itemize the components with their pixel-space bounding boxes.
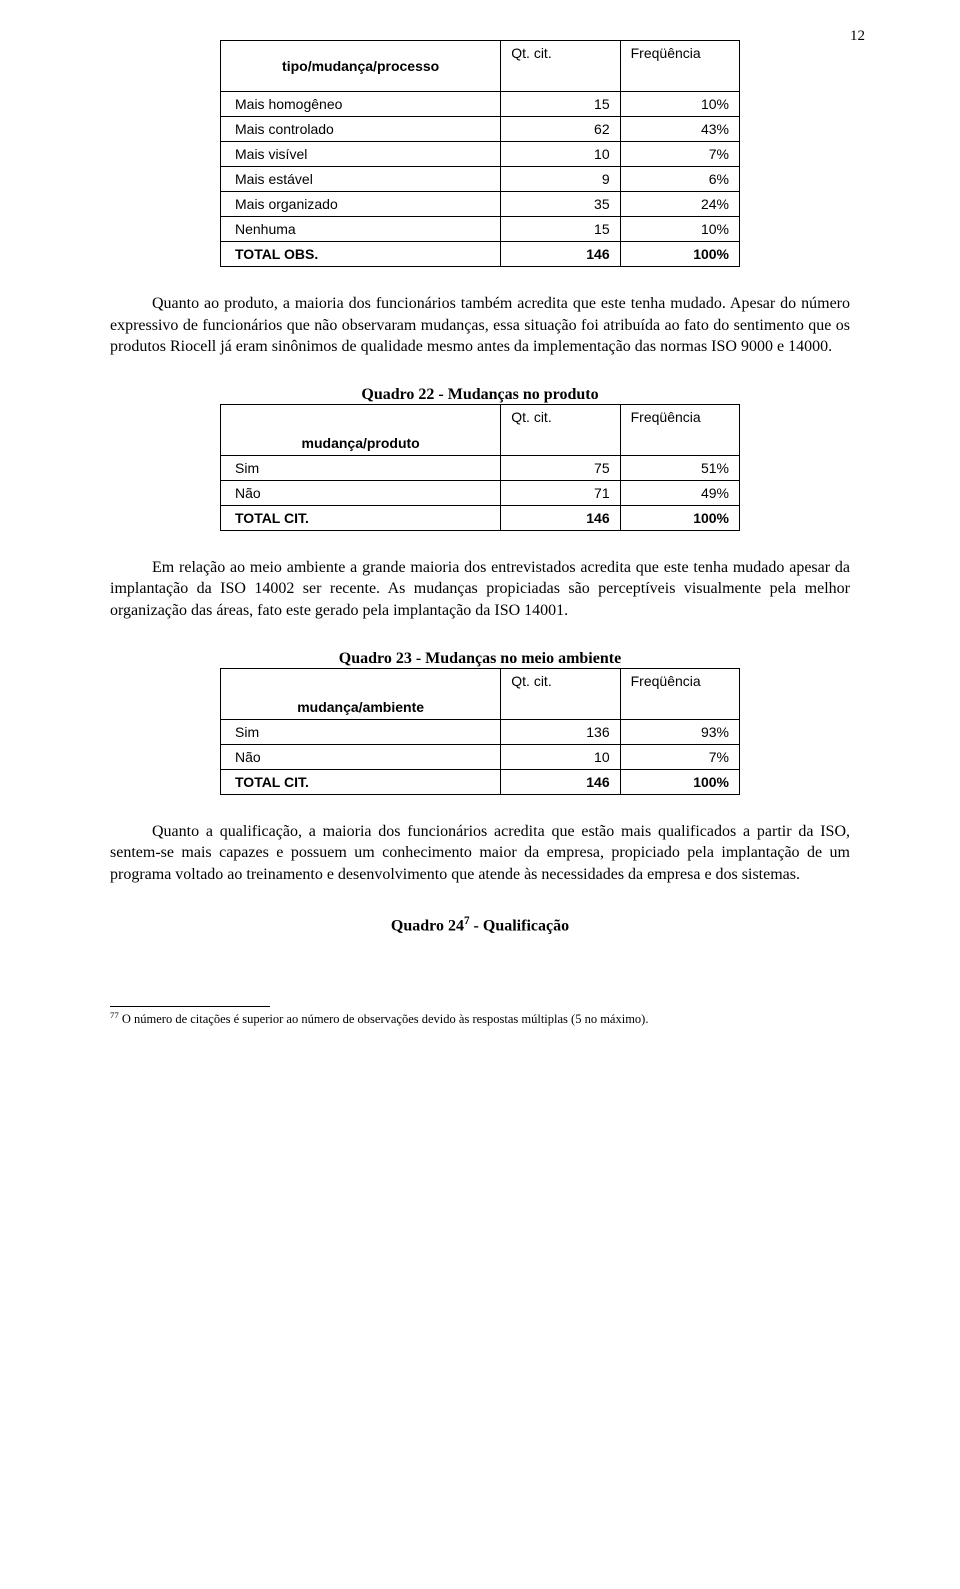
row-qt: 75 bbox=[501, 455, 620, 480]
paragraph-meio-ambiente: Em relação ao meio ambiente a grande mai… bbox=[110, 557, 850, 622]
total-qt: 146 bbox=[501, 242, 620, 267]
footnote-text: O número de citações é superior ao númer… bbox=[119, 1012, 649, 1026]
footnote: 77 O número de citações é superior ao nú… bbox=[110, 1010, 850, 1027]
row-freq: 10% bbox=[620, 92, 739, 117]
row-qt: 15 bbox=[501, 92, 620, 117]
row-label: Mais controlado bbox=[221, 117, 501, 142]
table-row: Sim 75 51% bbox=[221, 455, 740, 480]
total-qt: 146 bbox=[501, 505, 620, 530]
row-label: Não bbox=[221, 480, 501, 505]
table-row: Mais controlado 62 43% bbox=[221, 117, 740, 142]
row-label: Nenhuma bbox=[221, 217, 501, 242]
table-total-row: TOTAL CIT. 146 100% bbox=[221, 505, 740, 530]
paragraph-qualificacao: Quanto a qualificação, a maioria dos fun… bbox=[110, 821, 850, 886]
total-freq: 100% bbox=[620, 505, 739, 530]
total-qt: 146 bbox=[501, 769, 620, 794]
row-label: Sim bbox=[221, 719, 501, 744]
tbl3-header-freq: Freqüência bbox=[620, 668, 739, 719]
row-freq: 24% bbox=[620, 192, 739, 217]
row-qt: 62 bbox=[501, 117, 620, 142]
table-row: Mais estável 9 6% bbox=[221, 167, 740, 192]
paragraph-produto: Quanto ao produto, a maioria dos funcion… bbox=[110, 293, 850, 358]
row-freq: 51% bbox=[620, 455, 739, 480]
table-row: Mais organizado 35 24% bbox=[221, 192, 740, 217]
row-freq: 43% bbox=[620, 117, 739, 142]
table-row: Sim 136 93% bbox=[221, 719, 740, 744]
footnote-rule bbox=[110, 1006, 270, 1007]
row-freq: 7% bbox=[620, 142, 739, 167]
table-row: Mais homogêneo 15 10% bbox=[221, 92, 740, 117]
tbl1-header-qt: Qt. cit. bbox=[501, 41, 620, 92]
row-label: Mais organizado bbox=[221, 192, 501, 217]
row-qt: 9 bbox=[501, 167, 620, 192]
total-label: TOTAL CIT. bbox=[221, 769, 501, 794]
table-row: Nenhuma 15 10% bbox=[221, 217, 740, 242]
row-freq: 6% bbox=[620, 167, 739, 192]
tbl2-header-freq: Freqüência bbox=[620, 404, 739, 455]
quadro24-title: Quadro 247 - Qualificação bbox=[110, 915, 850, 935]
tbl2-header-qt: Qt. cit. bbox=[501, 404, 620, 455]
tbl1-header-freq: Freqüência bbox=[620, 41, 739, 92]
row-freq: 49% bbox=[620, 480, 739, 505]
table-mudanca-ambiente: mudança/ambiente Qt. cit. Freqüência Sim… bbox=[220, 668, 740, 795]
row-freq: 93% bbox=[620, 719, 739, 744]
row-qt: 71 bbox=[501, 480, 620, 505]
total-label: TOTAL OBS. bbox=[221, 242, 501, 267]
tbl1-header-left: tipo/mudança/processo bbox=[221, 41, 501, 92]
table-mudanca-produto: mudança/produto Qt. cit. Freqüência Sim … bbox=[220, 404, 740, 531]
tbl3-header-left: mudança/ambiente bbox=[221, 668, 501, 719]
page-number: 12 bbox=[850, 28, 865, 45]
table-row: Não 71 49% bbox=[221, 480, 740, 505]
row-label: Mais visível bbox=[221, 142, 501, 167]
row-qt: 10 bbox=[501, 744, 620, 769]
table-row: Não 10 7% bbox=[221, 744, 740, 769]
row-qt: 136 bbox=[501, 719, 620, 744]
footnote-sup: 77 bbox=[110, 1010, 119, 1020]
quadro24-suffix: - Qualificação bbox=[470, 918, 570, 935]
quadro22-title: Quadro 22 - Mudanças no produto bbox=[220, 386, 740, 404]
row-label: Não bbox=[221, 744, 501, 769]
table-total-row: TOTAL CIT. 146 100% bbox=[221, 769, 740, 794]
row-freq: 7% bbox=[620, 744, 739, 769]
row-qt: 10 bbox=[501, 142, 620, 167]
total-freq: 100% bbox=[620, 242, 739, 267]
row-freq: 10% bbox=[620, 217, 739, 242]
tbl2-header-left: mudança/produto bbox=[221, 404, 501, 455]
row-label: Mais homogêneo bbox=[221, 92, 501, 117]
quadro24-prefix: Quadro 24 bbox=[391, 918, 464, 935]
quadro23-title: Quadro 23 - Mudanças no meio ambiente bbox=[220, 650, 740, 668]
table-row: Mais visível 10 7% bbox=[221, 142, 740, 167]
table-total-row: TOTAL OBS. 146 100% bbox=[221, 242, 740, 267]
row-label: Sim bbox=[221, 455, 501, 480]
tbl3-header-qt: Qt. cit. bbox=[501, 668, 620, 719]
total-label: TOTAL CIT. bbox=[221, 505, 501, 530]
total-freq: 100% bbox=[620, 769, 739, 794]
row-qt: 35 bbox=[501, 192, 620, 217]
row-qt: 15 bbox=[501, 217, 620, 242]
table-tipo-mudanca-processo: tipo/mudança/processo Qt. cit. Freqüênci… bbox=[220, 40, 740, 267]
row-label: Mais estável bbox=[221, 167, 501, 192]
